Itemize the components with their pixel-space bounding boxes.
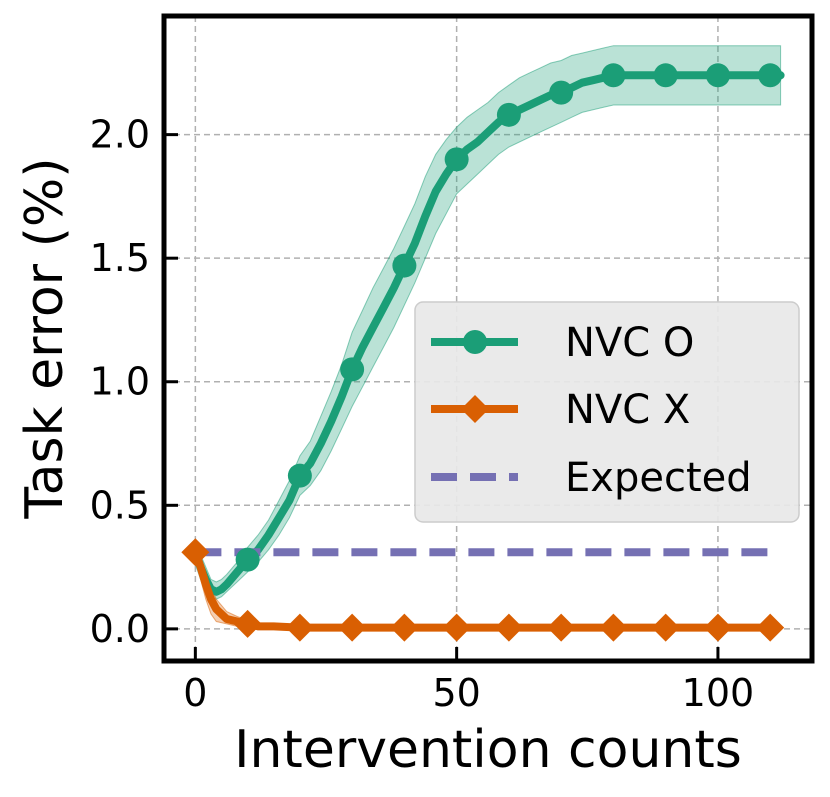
nvc-o-marker <box>653 63 678 88</box>
x-tick-label: 50 <box>432 671 480 715</box>
y-tick-label: 1.0 <box>90 360 150 404</box>
nvc-x-marker <box>703 613 732 642</box>
x-tick-label: 100 <box>682 671 755 715</box>
nvc-x-marker <box>233 609 262 638</box>
legend-nvc-o-marker <box>463 330 487 354</box>
nvc-x-marker <box>390 613 419 642</box>
nvc-x-marker <box>285 613 314 642</box>
nvc-x-marker <box>494 613 523 642</box>
nvc-o-marker <box>758 63 783 88</box>
legend-items: NVC O NVC X Expected <box>431 320 752 501</box>
nvc-x-marker <box>338 613 367 642</box>
plot-frame <box>161 13 815 664</box>
nvc-o-marker <box>496 102 521 127</box>
nvc-x-marker <box>442 613 471 642</box>
x-axis-title: Intervention counts <box>234 720 742 780</box>
nvc-o-marker <box>287 463 312 488</box>
legend-box <box>414 301 800 523</box>
series-markers <box>181 63 785 642</box>
nvc-x-marker <box>756 613 785 642</box>
nvc-o-marker <box>601 63 626 88</box>
nvc-o-marker <box>340 357 365 382</box>
axis-ticks <box>164 133 720 661</box>
nvc-x-marker <box>547 613 576 642</box>
y-tick-label: 0.5 <box>90 483 150 527</box>
y-axis-title: Task error (%) <box>15 157 75 519</box>
legend-expected-label: Expected <box>565 455 752 501</box>
nvc-x-marker <box>651 613 680 642</box>
nvc-x-marker <box>599 613 628 642</box>
tick-labels: 0 50 100 0.0 0.5 1.0 1.5 2.0 <box>90 113 755 715</box>
legend: NVC O NVC X Expected <box>414 301 800 523</box>
legend-nvc-x-marker <box>461 395 489 423</box>
x-tick-label: 0 <box>183 671 207 715</box>
nvc-x-marker <box>181 538 210 567</box>
legend-nvc-o-label: NVC O <box>565 320 694 366</box>
y-tick-label: 2.0 <box>90 113 150 157</box>
y-tick-label: 1.5 <box>90 236 150 280</box>
y-tick-label: 0.0 <box>90 607 150 651</box>
legend-nvc-x-label: NVC X <box>565 387 690 433</box>
nvc-o-marker <box>392 253 417 278</box>
nvc-o-marker <box>549 80 574 105</box>
nvc-o-marker <box>444 147 469 172</box>
nvc-o-marker <box>235 547 260 572</box>
nvc-o-marker <box>705 63 730 88</box>
